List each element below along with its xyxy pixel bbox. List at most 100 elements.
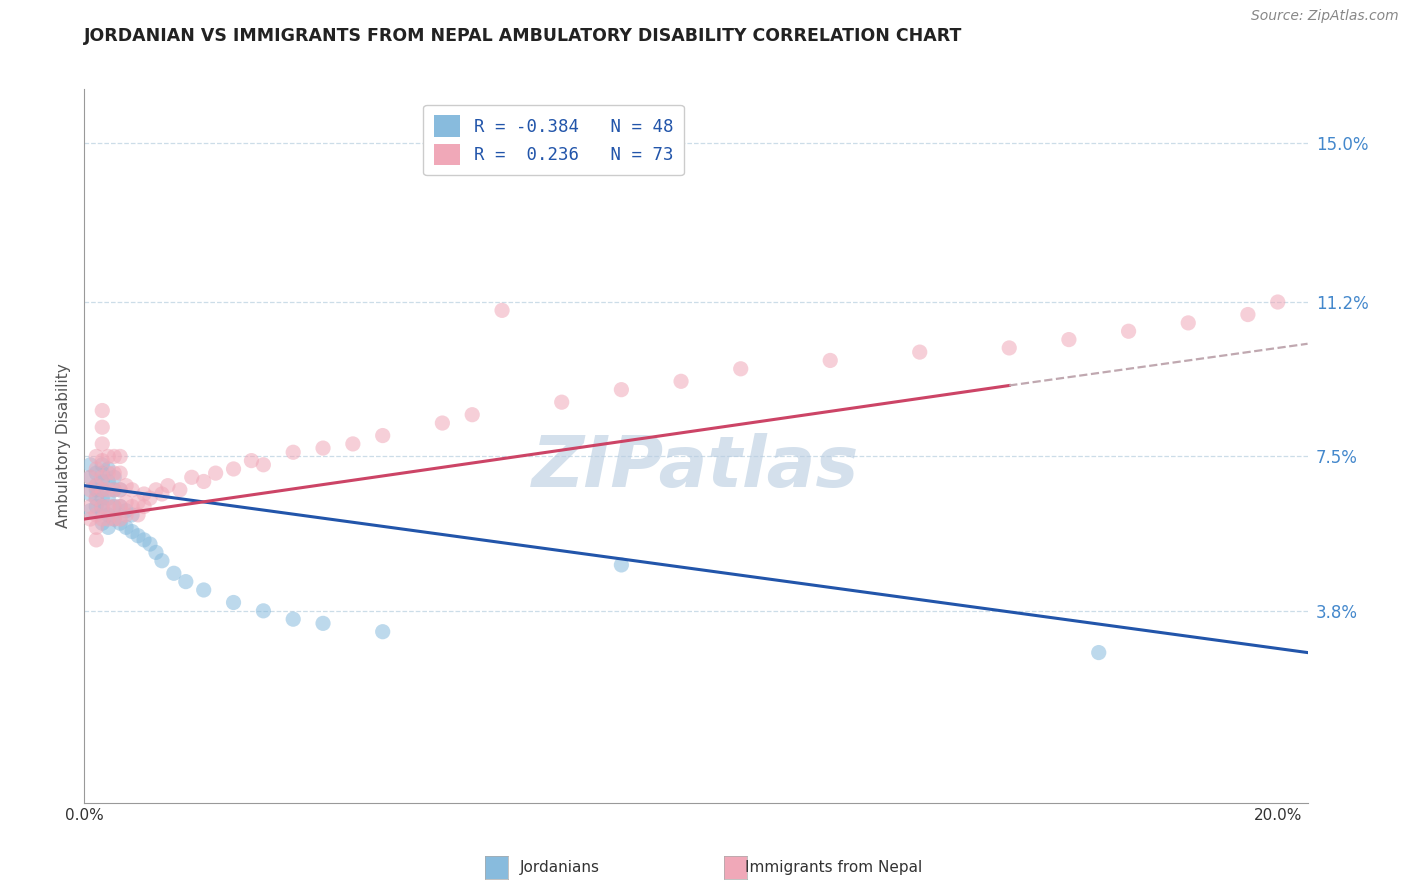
Point <box>193 582 215 597</box>
Point <box>79 487 101 501</box>
Point <box>97 491 120 505</box>
Point <box>115 508 138 522</box>
Point <box>730 361 752 376</box>
Point <box>115 495 138 509</box>
Point <box>610 558 633 572</box>
Point <box>91 516 114 531</box>
Point <box>103 483 125 497</box>
Point <box>108 500 131 514</box>
Point <box>240 453 263 467</box>
Point <box>97 508 120 522</box>
Point <box>103 512 125 526</box>
Point <box>108 483 131 497</box>
Point <box>108 512 131 526</box>
Point <box>252 458 274 472</box>
Point <box>132 500 155 514</box>
Point <box>1087 646 1109 660</box>
Point <box>91 437 114 451</box>
Point <box>91 470 114 484</box>
Point <box>97 466 120 480</box>
Point <box>818 353 841 368</box>
Point <box>97 483 120 497</box>
Point <box>84 508 107 522</box>
Point <box>97 475 120 489</box>
Point <box>91 500 114 514</box>
Point <box>79 504 101 518</box>
Legend: R = -0.384   N = 48, R =  0.236   N = 73: R = -0.384 N = 48, R = 0.236 N = 73 <box>423 105 683 175</box>
Point <box>998 341 1021 355</box>
Point <box>283 445 305 459</box>
Point <box>145 545 167 559</box>
Point <box>108 450 131 464</box>
Point <box>312 441 335 455</box>
Point <box>84 533 107 547</box>
Point <box>91 483 114 497</box>
Point <box>121 500 143 514</box>
Point <box>97 462 120 476</box>
Point <box>669 374 692 388</box>
Y-axis label: Ambulatory Disability: Ambulatory Disability <box>56 364 72 528</box>
Point <box>169 483 191 497</box>
Point <box>312 616 335 631</box>
Point <box>371 624 394 639</box>
Point <box>252 604 274 618</box>
Point <box>115 520 138 534</box>
Point <box>103 450 125 464</box>
Point <box>150 487 173 501</box>
Point <box>908 345 931 359</box>
Point <box>156 478 179 492</box>
Point <box>121 508 143 522</box>
Point <box>79 500 101 514</box>
Point <box>91 483 114 497</box>
Point <box>79 470 101 484</box>
Point <box>342 437 364 451</box>
Point <box>103 483 125 497</box>
Point <box>1267 295 1289 310</box>
Point <box>174 574 197 589</box>
Point <box>108 483 131 497</box>
Point <box>222 595 245 609</box>
Point <box>84 450 107 464</box>
Point <box>371 428 394 442</box>
Point <box>163 566 186 581</box>
Point <box>491 303 513 318</box>
Point <box>91 512 114 526</box>
Point <box>108 466 131 480</box>
Point <box>127 529 149 543</box>
Point <box>127 508 149 522</box>
Point <box>91 475 114 489</box>
Point <box>97 500 120 514</box>
Point <box>108 500 131 514</box>
Point <box>91 420 114 434</box>
Point <box>108 516 131 531</box>
Point <box>84 491 107 505</box>
Point <box>91 504 114 518</box>
Point <box>91 466 114 480</box>
Point <box>127 495 149 509</box>
Point <box>84 466 107 480</box>
Point <box>103 500 125 514</box>
Point <box>139 537 162 551</box>
Point <box>84 500 107 514</box>
Point <box>103 512 125 526</box>
Point <box>145 483 167 497</box>
Text: Immigrants from Nepal: Immigrants from Nepal <box>745 860 922 874</box>
Point <box>180 470 202 484</box>
Point <box>115 504 138 518</box>
Point <box>103 466 125 480</box>
Point <box>139 491 162 505</box>
Point <box>84 520 107 534</box>
Point <box>91 458 114 472</box>
Point <box>222 462 245 476</box>
Text: Jordanians: Jordanians <box>520 860 600 874</box>
Point <box>1177 316 1199 330</box>
Point <box>193 475 215 489</box>
Point <box>461 408 484 422</box>
Point <box>1057 333 1080 347</box>
Point <box>84 483 107 497</box>
Point <box>91 491 114 505</box>
Point <box>432 416 454 430</box>
Point <box>121 483 143 497</box>
Point <box>84 478 107 492</box>
Point <box>103 500 125 514</box>
